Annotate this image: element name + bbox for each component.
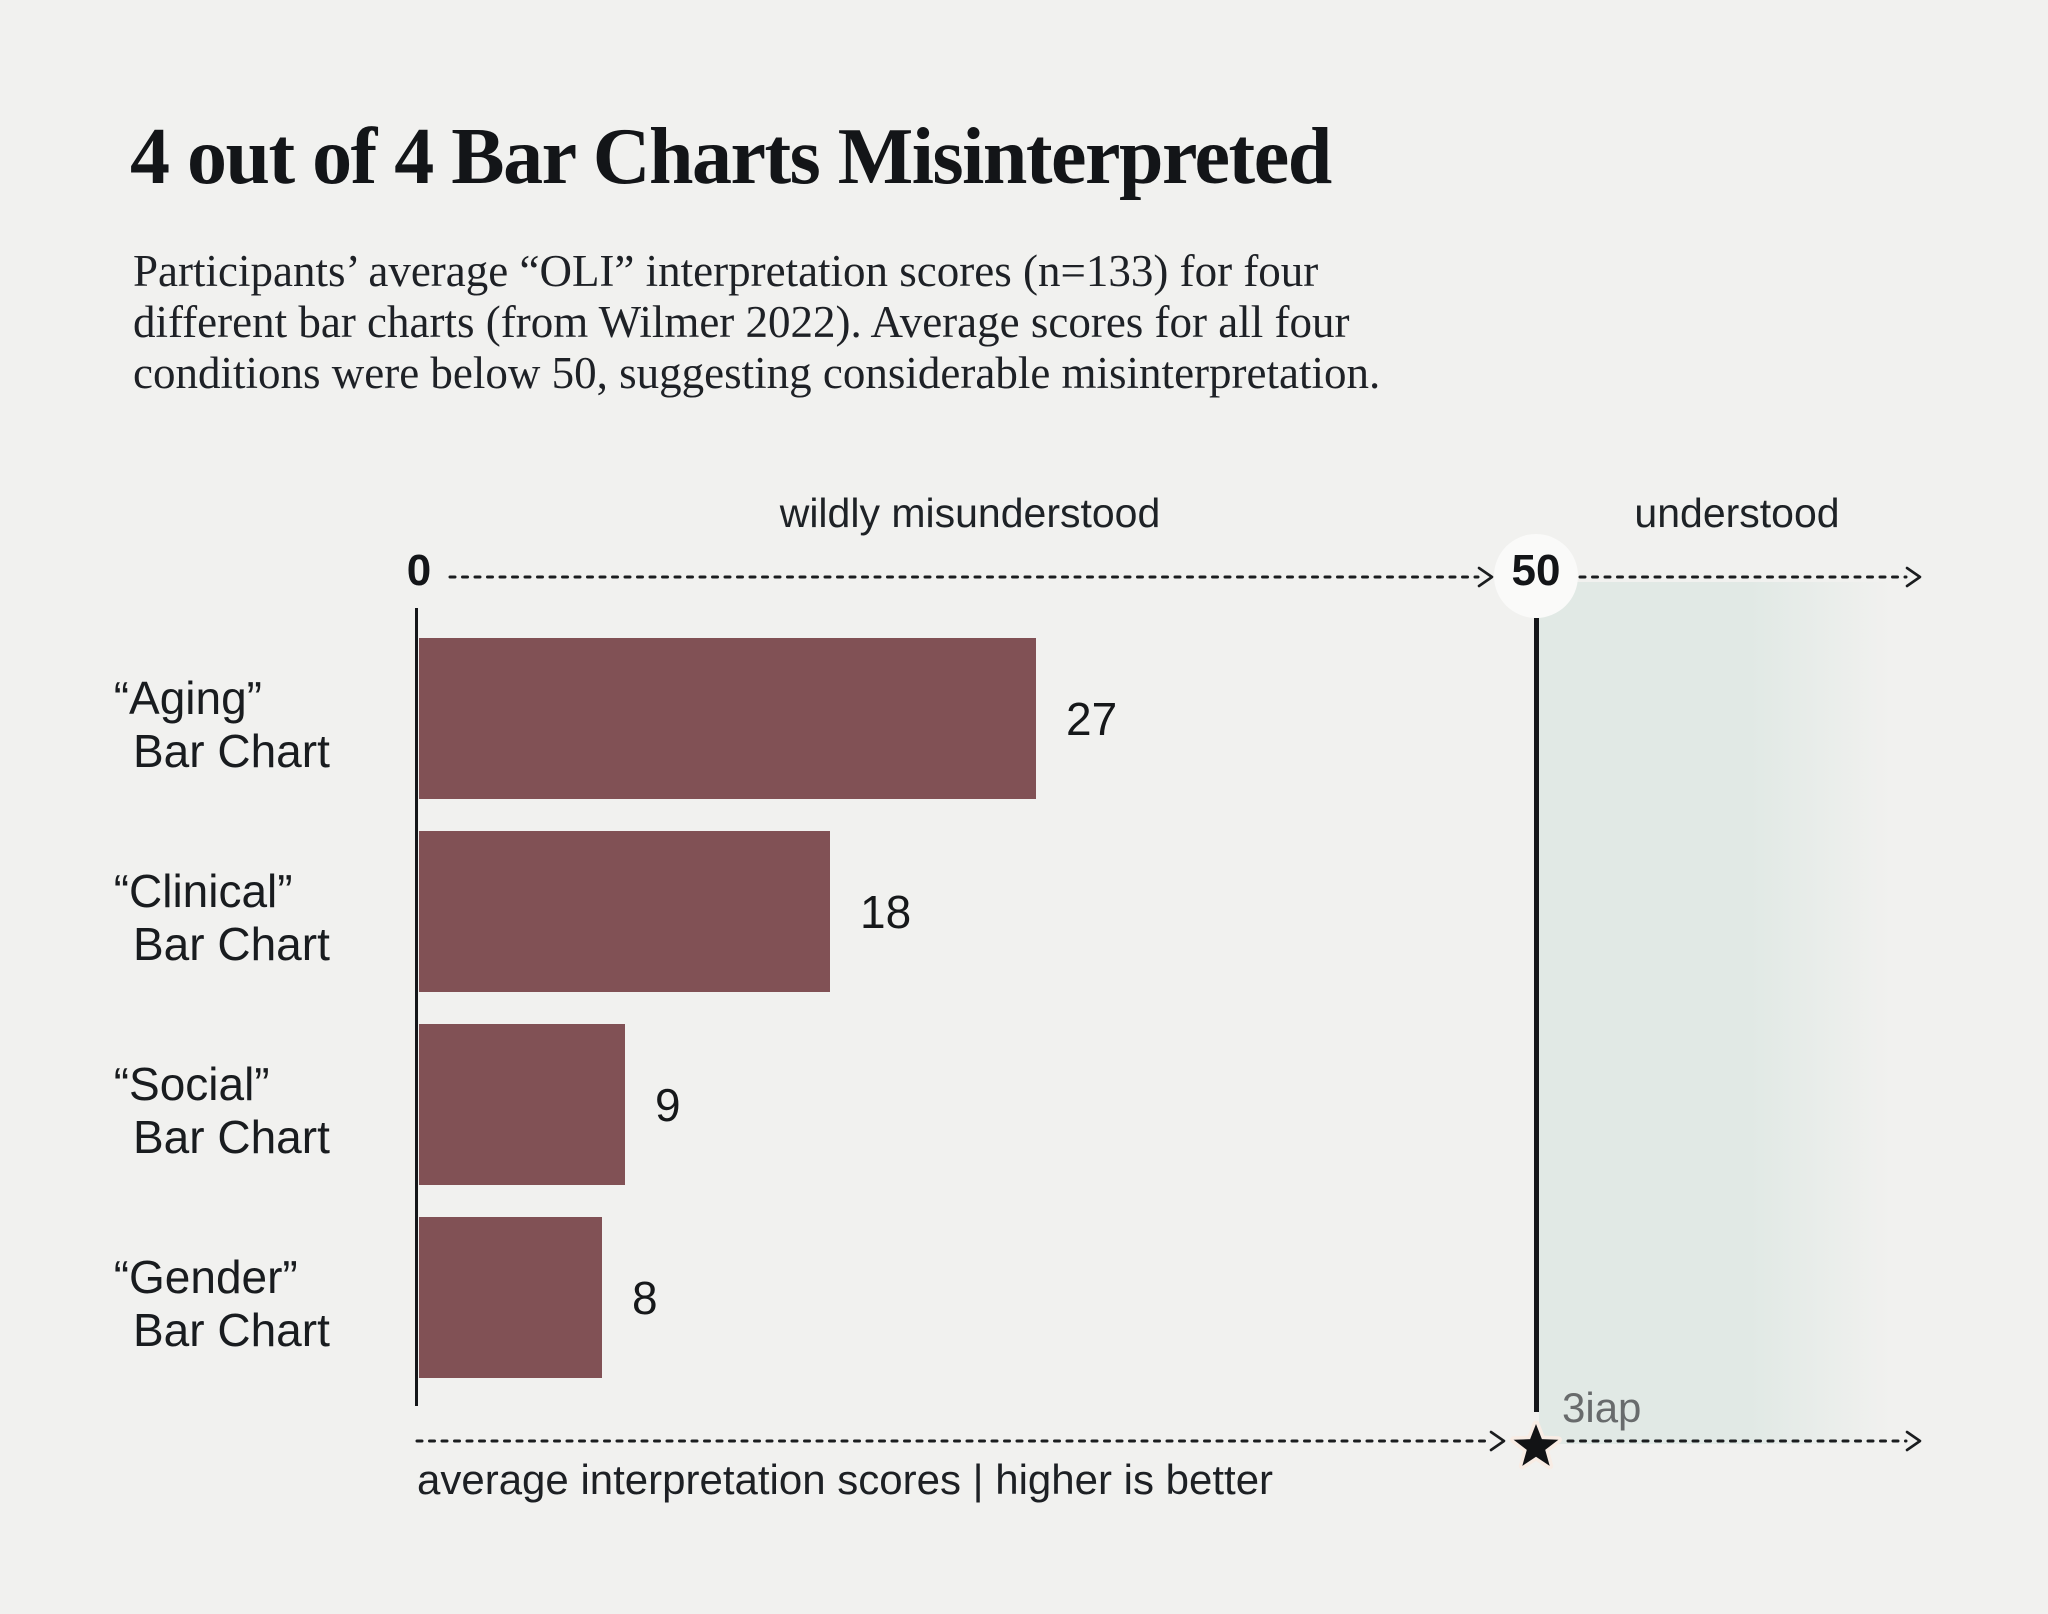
bar <box>419 1024 625 1185</box>
top-left-dashed-arrow <box>448 566 1494 588</box>
category-label-line: “Social” <box>113 1057 270 1110</box>
zone-label-understood: understood <box>1634 490 1840 536</box>
category-label-line: “Clinical” <box>113 864 293 917</box>
category-label-line: Bar Chart <box>133 1303 330 1356</box>
value-label: 8 <box>632 1271 658 1324</box>
bar <box>419 1217 602 1378</box>
understood-region <box>1539 582 1891 1444</box>
subtitle-line: conditions were below 50, suggesting con… <box>133 348 1381 398</box>
bottom-left-dashed-arrow <box>415 1430 1506 1452</box>
tick-label-50: 50 <box>1511 546 1561 595</box>
bar <box>419 638 1036 799</box>
category-label: “Aging” Bar Chart <box>114 638 403 805</box>
reference-line-50 <box>1534 618 1539 1412</box>
category-label-line: Bar Chart <box>133 1110 330 1163</box>
x-axis-caption: average interpretation scores | higher i… <box>417 1456 1274 1503</box>
category-label-line: “Aging” <box>113 671 262 724</box>
chart-subtitle: Participants’ average “OLI” interpretati… <box>133 246 1380 399</box>
tick-50-halo <box>1494 534 1578 618</box>
value-label: 9 <box>655 1078 681 1131</box>
subtitle-line: different bar charts (from Wilmer 2022).… <box>133 297 1350 347</box>
category-label-line: Bar Chart <box>133 917 330 970</box>
page-title: 4 out of 4 Bar Charts Misinterpreted <box>130 113 1332 201</box>
category-label-line: “Gender” <box>113 1250 298 1303</box>
category-label-line: Bar Chart <box>133 724 330 777</box>
category-label: “Social” Bar Chart <box>114 1024 403 1191</box>
category-label: “Clinical” Bar Chart <box>114 831 403 998</box>
value-label: 27 <box>1066 692 1118 745</box>
value-label: 18 <box>860 885 912 938</box>
zone-label-misunderstood: wildly misunderstood <box>779 490 1161 536</box>
y-axis-line <box>415 608 418 1406</box>
category-label: “Gender” Bar Chart <box>114 1217 403 1384</box>
subtitle-line: Participants’ average “OLI” interpretati… <box>133 246 1319 296</box>
tick-label-0: 0 <box>406 546 432 595</box>
source-label-3iap: 3iap <box>1562 1384 1642 1431</box>
bar <box>419 831 830 992</box>
